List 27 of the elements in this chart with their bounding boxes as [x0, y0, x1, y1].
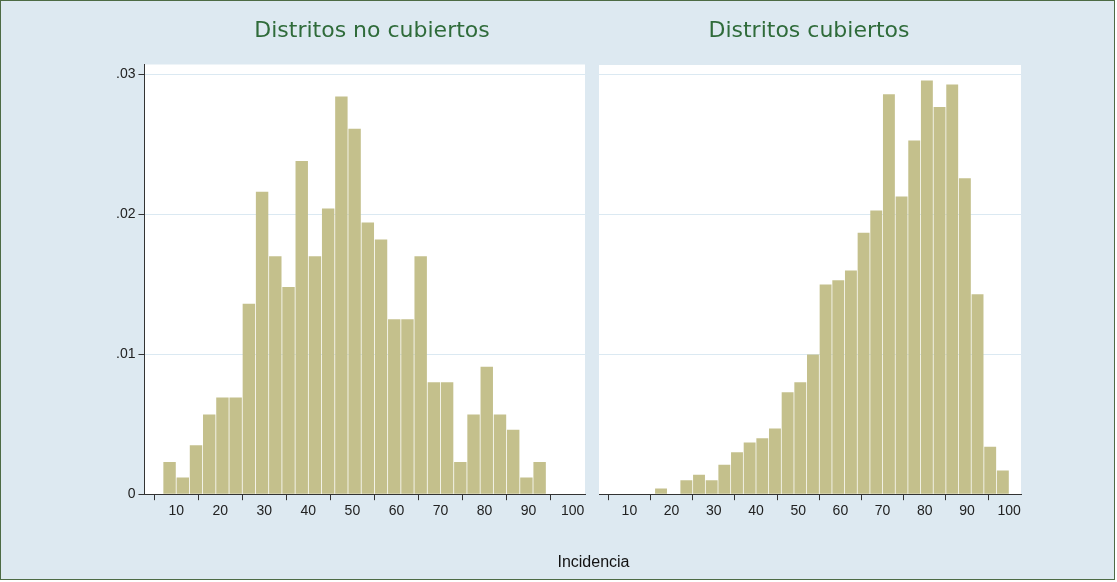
- x-tick-label: 20: [663, 502, 680, 519]
- y-tick-label: .03: [115, 65, 136, 82]
- y-tick-label: .01: [115, 345, 136, 362]
- x-tick-label: 100: [997, 502, 1022, 519]
- x-tick-label: 30: [256, 502, 273, 519]
- x-tick-label: 10: [168, 502, 185, 519]
- x-tick-label: 70: [432, 502, 449, 519]
- x-tick-label: 90: [959, 502, 975, 519]
- x-tick-label: 60: [388, 502, 405, 519]
- y-tick-label: 0: [127, 485, 136, 502]
- chart-title: Distritos no cubiertos: [253, 17, 491, 44]
- x-tick-label: 80: [916, 502, 933, 519]
- x-tick-label: 80: [476, 502, 493, 519]
- x-tick-label: 10: [621, 502, 638, 519]
- y-tick-label: .02: [115, 205, 136, 222]
- x-tick-label: 50: [344, 502, 361, 519]
- x-tick-label: 90: [520, 502, 537, 519]
- x-tick-label: 40: [748, 502, 764, 519]
- x-tick-label: 20: [212, 502, 229, 519]
- x-tick-label: 100: [560, 502, 585, 519]
- x-tick-label: 60: [832, 502, 849, 519]
- x-tick-label: 40: [300, 502, 317, 519]
- x-axis-title: Incidencia: [556, 553, 631, 571]
- chart-title: Distritos cubiertos: [707, 17, 911, 44]
- x-tick-label: 70: [874, 502, 891, 519]
- x-tick-label: 50: [790, 502, 807, 519]
- x-tick-label: 30: [705, 502, 722, 519]
